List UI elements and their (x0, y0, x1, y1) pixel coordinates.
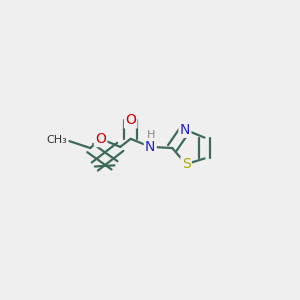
Text: O: O (95, 132, 106, 146)
Text: CH₃: CH₃ (46, 135, 67, 145)
Text: N: N (145, 140, 155, 154)
Text: N: N (180, 123, 190, 136)
Text: H: H (147, 130, 156, 140)
Text: O: O (125, 113, 136, 127)
Text: S: S (182, 157, 190, 171)
